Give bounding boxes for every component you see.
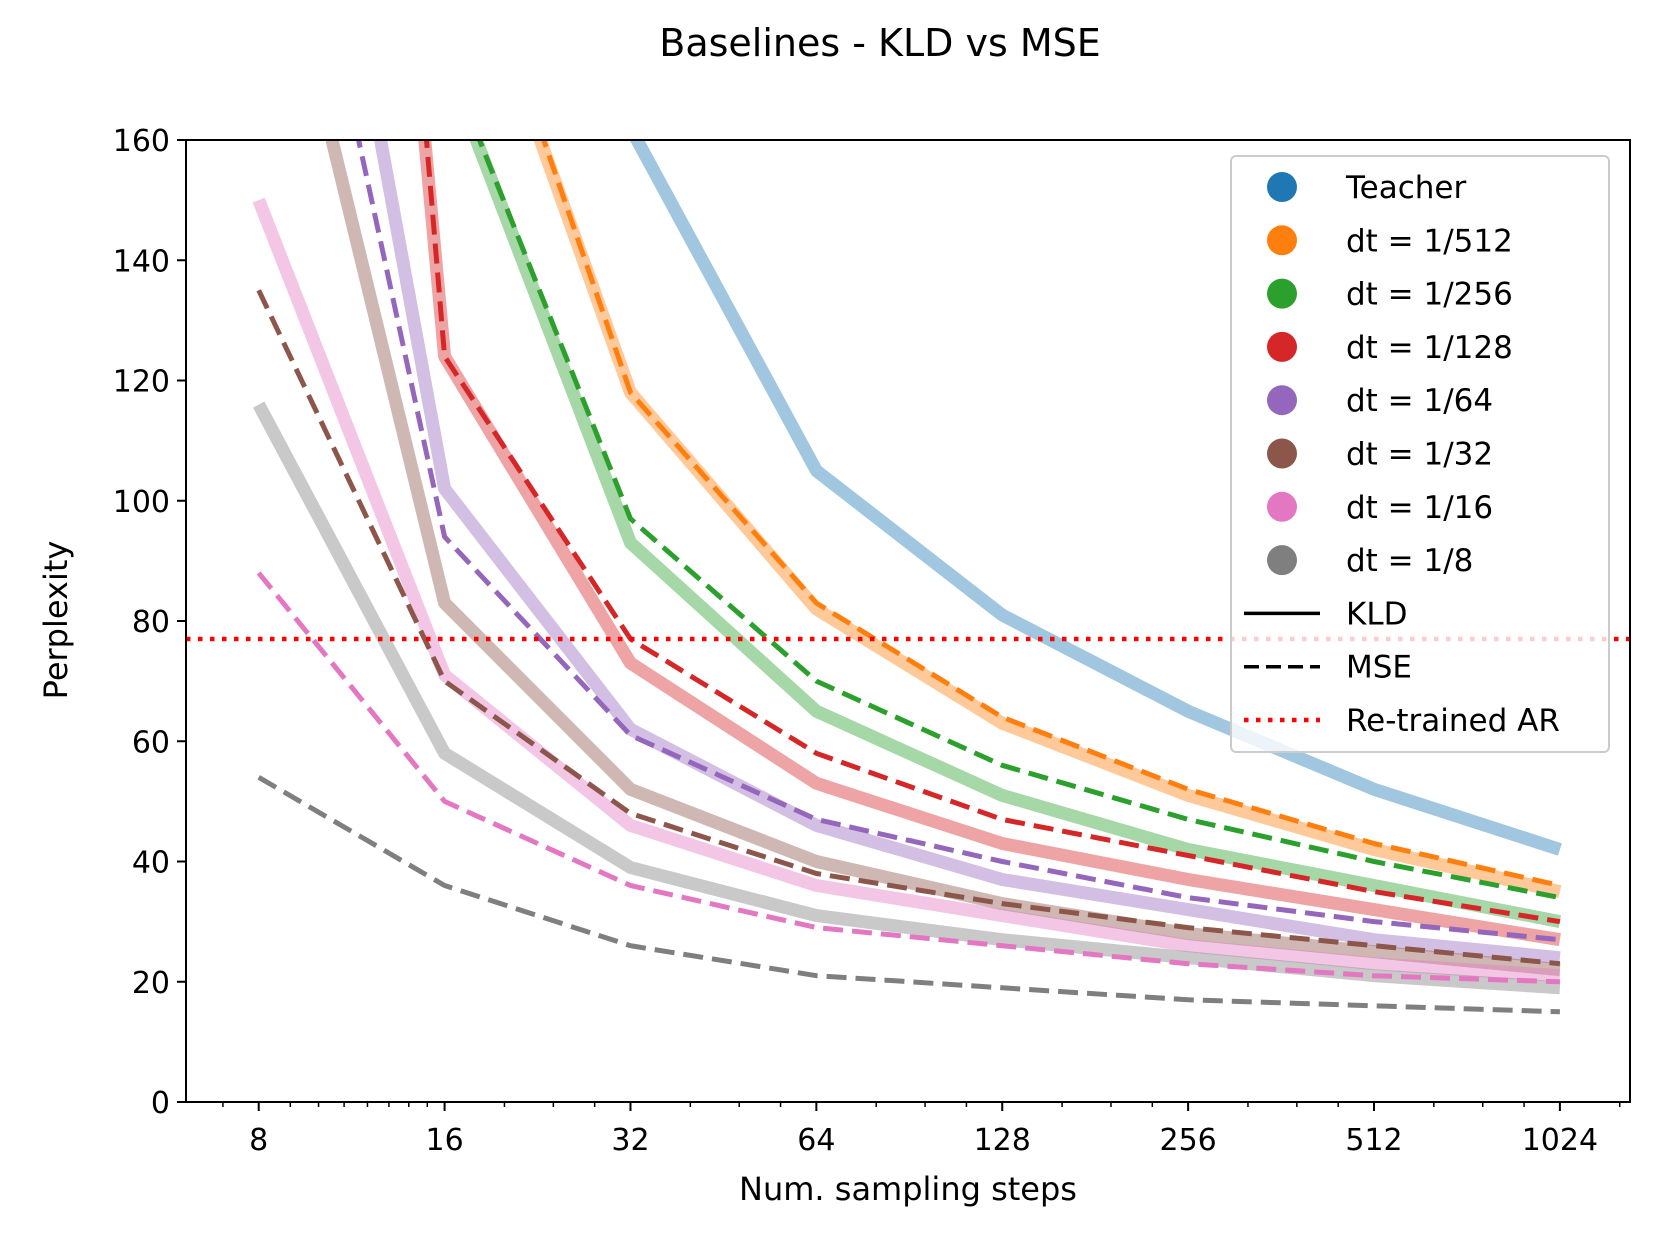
legend-label: Re-trained AR xyxy=(1346,703,1560,739)
y-axis-label: Perplexity xyxy=(37,541,75,700)
y-tick-label: 80 xyxy=(132,605,170,640)
legend-box xyxy=(1230,155,1610,753)
kld-line-dt-1-128 xyxy=(418,140,1561,947)
legend-label: Teacher xyxy=(1345,170,1467,206)
legend-marker-dot xyxy=(1267,172,1297,202)
kld-line-dt-1-64 xyxy=(373,140,1561,965)
y-tick-label: 20 xyxy=(132,966,170,1001)
y-tick-label: 140 xyxy=(113,244,170,279)
y-tick-label: 60 xyxy=(132,725,170,760)
legend-marker-dot xyxy=(1267,545,1297,576)
kld-line-dt-1-32 xyxy=(325,140,1561,977)
legend-marker-dot xyxy=(1267,438,1297,469)
x-tick-label: 16 xyxy=(426,1123,464,1158)
chart-title: Baselines - KLD vs MSE xyxy=(659,21,1101,65)
x-tick-label: 128 xyxy=(974,1123,1031,1158)
legend-label: MSE xyxy=(1346,650,1412,686)
legend-label: dt = 1/128 xyxy=(1346,330,1513,366)
x-tick-label: 64 xyxy=(797,1123,835,1158)
legend-marker-dot xyxy=(1267,278,1297,309)
legend-label: dt = 1/256 xyxy=(1346,277,1513,313)
legend-item-mse: MSE xyxy=(1244,650,1412,686)
kld-line-dt-1-256 xyxy=(469,140,1562,928)
legend-marker-dot xyxy=(1267,331,1297,362)
x-tick-label: 512 xyxy=(1345,1123,1402,1158)
legend-marker-dot xyxy=(1267,385,1297,416)
mse-line-dt-1-8 xyxy=(257,775,1560,1015)
legend-item-dt-1-32: dt = 1/32 xyxy=(1267,437,1493,473)
legend-marker-dot xyxy=(1267,225,1297,256)
legend-label: dt = 1/64 xyxy=(1346,383,1493,419)
y-tick-label: 100 xyxy=(113,485,170,520)
legend-item-re-trained-ar: Re-trained AR xyxy=(1244,703,1560,739)
mse-line-dt-1-32 xyxy=(256,289,1561,967)
mse-line-dt-1-256 xyxy=(476,140,1561,901)
x-tick-label: 1024 xyxy=(1522,1123,1598,1158)
y-tick-label: 120 xyxy=(113,365,170,400)
legend-label: dt = 1/512 xyxy=(1346,223,1513,259)
legend: Teacher dt = 1/512 dt = 1/256 dt = 1/128 dt … xyxy=(1230,155,1610,753)
x-tick-label: 8 xyxy=(249,1123,268,1158)
x-axis-label: Num. sampling steps xyxy=(739,1170,1077,1208)
legend-item-teacher: Teacher xyxy=(1267,170,1467,206)
legend-item-dt-1-8: dt = 1/8 xyxy=(1267,543,1473,579)
plot-lines xyxy=(186,140,1630,1015)
legend-marker-dot xyxy=(1267,491,1297,522)
kld-line-teacher xyxy=(629,140,1562,856)
y-tick-label: 0 xyxy=(151,1086,170,1121)
mse-line-dt-1-512 xyxy=(541,140,1561,888)
axes: 0 20 40 60 80 100 120 140 160 8 16 32 64 128 256 512 102… xyxy=(113,124,1631,1158)
legend-label: dt = 1/16 xyxy=(1346,490,1493,526)
legend-item-dt-1-64: dt = 1/64 xyxy=(1267,383,1493,419)
x-tick-label: 256 xyxy=(1159,1123,1216,1158)
legend-item-dt-1-256: dt = 1/256 xyxy=(1267,277,1513,313)
legend-label: dt = 1/32 xyxy=(1346,437,1493,473)
mse-line-dt-1-16 xyxy=(256,571,1560,985)
legend-label: KLD xyxy=(1346,596,1407,632)
legend-item-dt-1-16: dt = 1/16 xyxy=(1267,490,1493,526)
x-tick-label: 32 xyxy=(611,1123,649,1158)
mse-line-dt-1-64 xyxy=(356,140,1561,943)
y-tick-label: 40 xyxy=(132,846,170,881)
legend-item-kld: KLD xyxy=(1244,596,1407,632)
legend-item-dt-1-128: dt = 1/128 xyxy=(1267,330,1513,366)
legend-item-dt-1-512: dt = 1/512 xyxy=(1267,223,1513,259)
y-tick-label: 160 xyxy=(113,124,170,159)
mse-line-dt-1-128 xyxy=(423,140,1561,925)
kld-line-dt-1-8 xyxy=(252,401,1561,995)
legend-label: dt = 1/8 xyxy=(1346,543,1473,579)
